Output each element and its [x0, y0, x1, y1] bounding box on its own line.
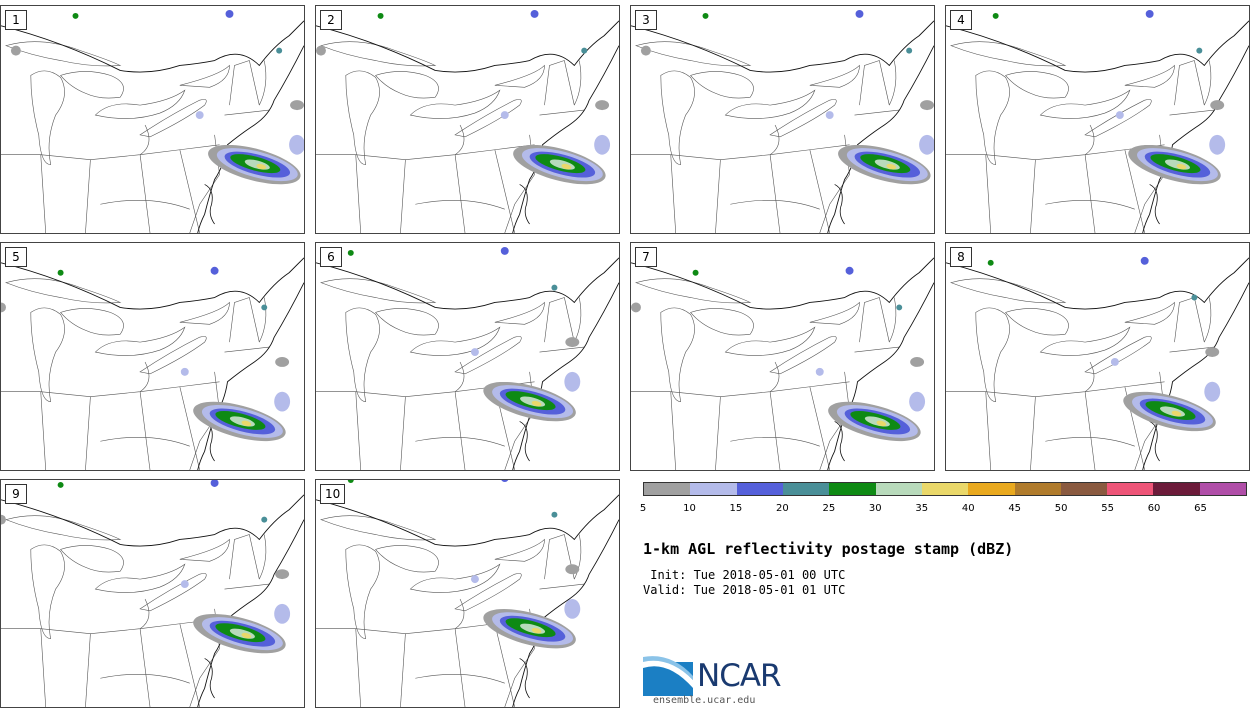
member-number-label: 1 — [5, 10, 27, 30]
ensemble-member-panel: 3 — [630, 5, 935, 234]
ensemble-member-panel: 1 — [0, 5, 305, 234]
ensemble-member-panel: 5 — [0, 242, 305, 471]
member-number-label: 8 — [950, 247, 972, 267]
colorbar-tick-label: 40 — [961, 503, 975, 514]
colorbar-segment — [829, 483, 876, 495]
init-time: Init: Tue 2018-05-01 00 UTC — [643, 568, 846, 582]
member-number-label: 10 — [320, 484, 346, 504]
site-url: ensemble.ucar.edu — [653, 695, 756, 706]
figure-title: 1-km AGL reflectivity postage stamp (dBZ… — [643, 540, 1014, 558]
colorbar-tick-label: 30 — [868, 503, 882, 514]
colorbar-tick-label: 60 — [1147, 503, 1161, 514]
colorbar-segment — [921, 483, 969, 495]
reflectivity-colorbar — [643, 482, 1247, 496]
member-number-label: 4 — [950, 10, 972, 30]
member-number-label: 6 — [320, 247, 342, 267]
colorbar-tick-label: 25 — [822, 503, 836, 514]
init-valid-info: Init: Tue 2018-05-01 00 UTC Valid: Tue 2… — [643, 568, 845, 598]
colorbar-tick-label: 65 — [1194, 503, 1207, 514]
member-number-label: 2 — [320, 10, 342, 30]
member-number-label: 3 — [635, 10, 657, 30]
ensemble-member-panel: 8 — [945, 242, 1250, 471]
member-number-label: 5 — [5, 247, 27, 267]
colorbar-tick-label: 5 — [639, 503, 647, 514]
colorbar-segment — [1153, 483, 1200, 495]
colorbar-segment — [644, 483, 691, 495]
colorbar-tick-label: 20 — [776, 503, 789, 514]
colorbar-tick-label: 50 — [1054, 503, 1068, 514]
ncar-logo-text: NCAR — [697, 658, 782, 694]
ensemble-member-panel: 7 — [630, 242, 935, 471]
colorbar-tick-label: 10 — [683, 503, 696, 514]
valid-time: Valid: Tue 2018-05-01 01 UTC — [643, 583, 846, 597]
colorbar-segment — [1199, 483, 1247, 495]
colorbar-segment — [736, 483, 783, 495]
colorbar-tick-label: 15 — [729, 503, 743, 514]
member-number-label: 7 — [635, 247, 657, 267]
colorbar-segment — [782, 483, 830, 495]
ensemble-member-panel: 10 — [315, 479, 620, 708]
ensemble-member-panel: 9 — [0, 479, 305, 708]
colorbar-segment — [1014, 483, 1061, 495]
colorbar-segment — [1060, 483, 1108, 495]
colorbar-tick-labels: 5 10 15 20 25 30 35 40 45 50 55 60 65 — [639, 503, 1247, 517]
colorbar-segment — [1107, 483, 1154, 495]
ncar-logo-icon — [643, 656, 693, 696]
colorbar-segment — [690, 483, 737, 495]
colorbar-segment — [968, 483, 1015, 495]
colorbar-segment — [875, 483, 922, 495]
colorbar-tick-label: 55 — [1101, 503, 1114, 514]
ensemble-member-panel: 6 — [315, 242, 620, 471]
colorbar-tick-label: 35 — [915, 503, 929, 514]
member-number-label: 9 — [5, 484, 27, 504]
ensemble-member-panel: 2 — [315, 5, 620, 234]
ensemble-member-panel: 4 — [945, 5, 1250, 234]
colorbar-tick-label: 45 — [1008, 503, 1022, 514]
